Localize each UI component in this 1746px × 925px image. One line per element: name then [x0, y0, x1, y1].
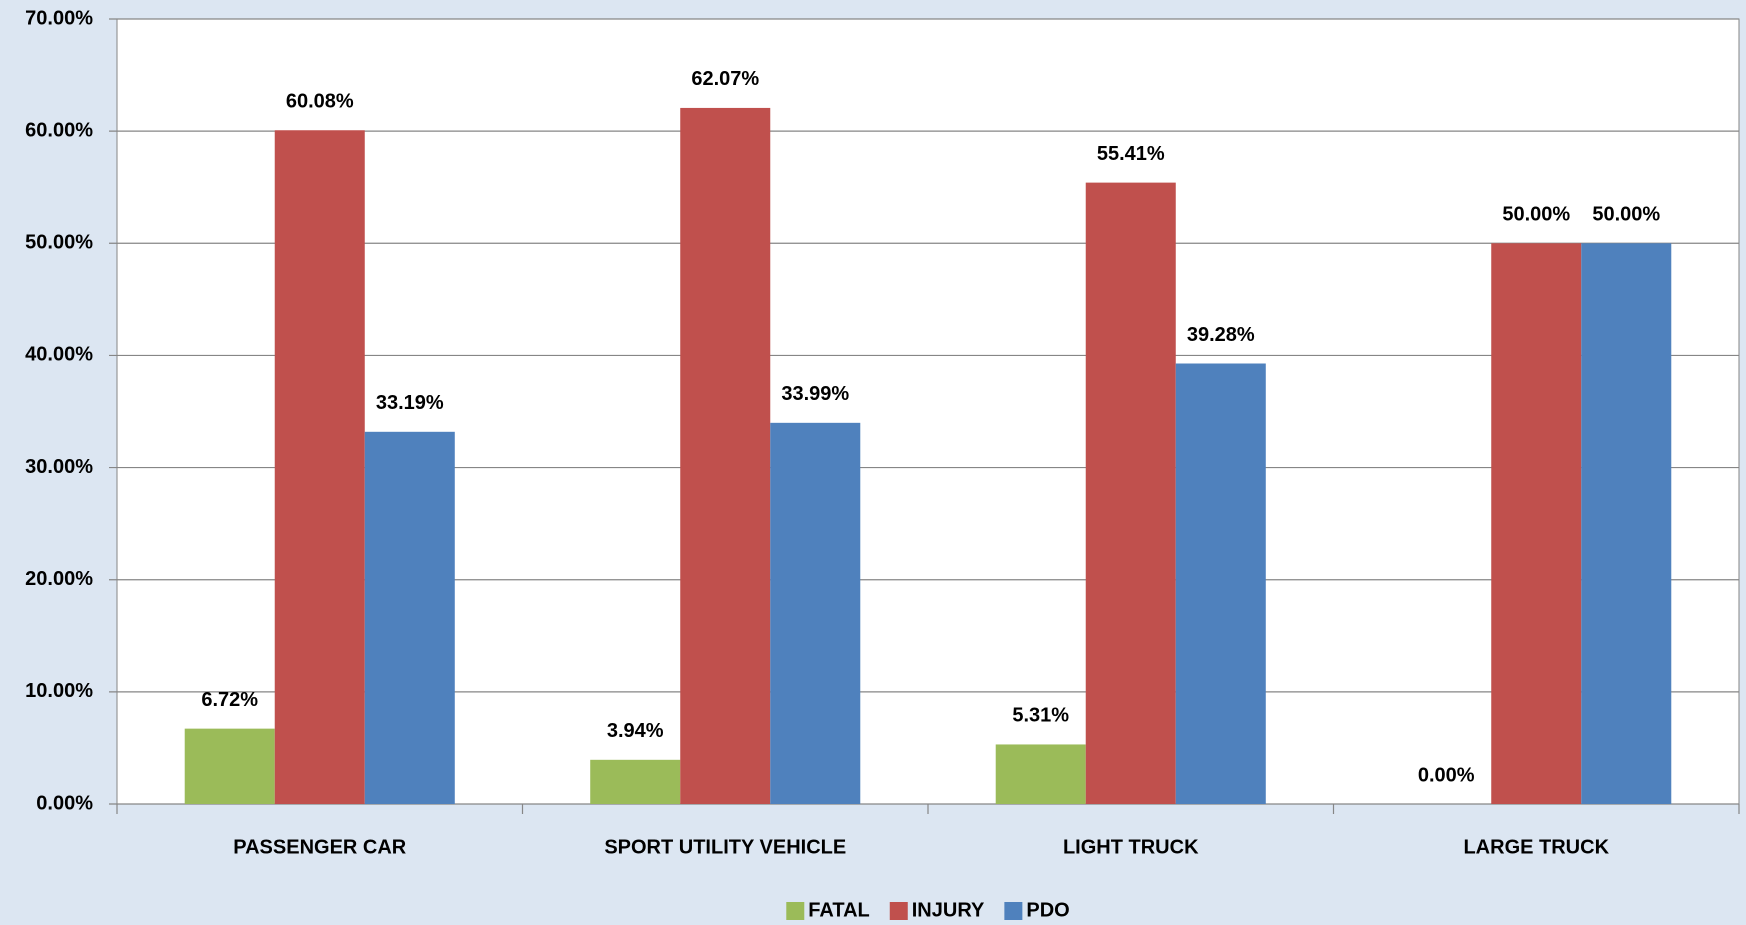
legend-label: PDO	[1026, 899, 1069, 921]
y-tick-label: 70.00%	[25, 7, 93, 29]
legend-swatch	[889, 902, 908, 920]
x-tick-label: SPORT UTILITY VEHICLE	[604, 836, 846, 858]
bar	[1175, 363, 1266, 804]
bar	[184, 728, 275, 804]
value-label: 50.00%	[1502, 204, 1570, 226]
y-tick-label: 10.00%	[25, 680, 93, 702]
bar	[274, 130, 365, 804]
value-label: 5.31%	[1012, 705, 1069, 727]
value-label: 62.07%	[691, 68, 759, 90]
value-label: 0.00%	[1418, 764, 1475, 786]
legend-swatch	[786, 902, 805, 920]
y-tick-label: 40.00%	[25, 344, 93, 366]
value-label: 33.19%	[376, 392, 444, 414]
bar	[680, 107, 771, 805]
bar	[590, 759, 681, 804]
bar	[1491, 243, 1582, 805]
legend-label: INJURY	[912, 899, 985, 921]
legend-label: FATAL	[808, 899, 869, 921]
y-tick-label: 0.00%	[36, 792, 93, 814]
legend-swatch	[1004, 902, 1023, 920]
bar	[1581, 243, 1672, 805]
y-tick-label: 60.00%	[25, 119, 93, 141]
bar	[364, 431, 455, 804]
y-tick-label: 50.00%	[25, 232, 93, 254]
value-label: 60.08%	[286, 91, 354, 113]
x-tick-label: LIGHT TRUCK	[1063, 836, 1199, 858]
bar	[995, 744, 1086, 804]
value-label: 39.28%	[1187, 324, 1255, 346]
bar	[770, 422, 861, 804]
value-label: 3.94%	[607, 720, 664, 742]
value-label: 55.41%	[1097, 143, 1165, 165]
value-label: 50.00%	[1592, 204, 1660, 226]
y-tick-label: 30.00%	[25, 456, 93, 478]
x-tick-label: PASSENGER CAR	[233, 836, 407, 858]
bar	[1085, 182, 1176, 804]
y-tick-label: 20.00%	[25, 568, 93, 590]
value-label: 33.99%	[781, 383, 849, 405]
value-label: 6.72%	[201, 689, 258, 711]
x-tick-label: LARGE TRUCK	[1463, 836, 1609, 858]
